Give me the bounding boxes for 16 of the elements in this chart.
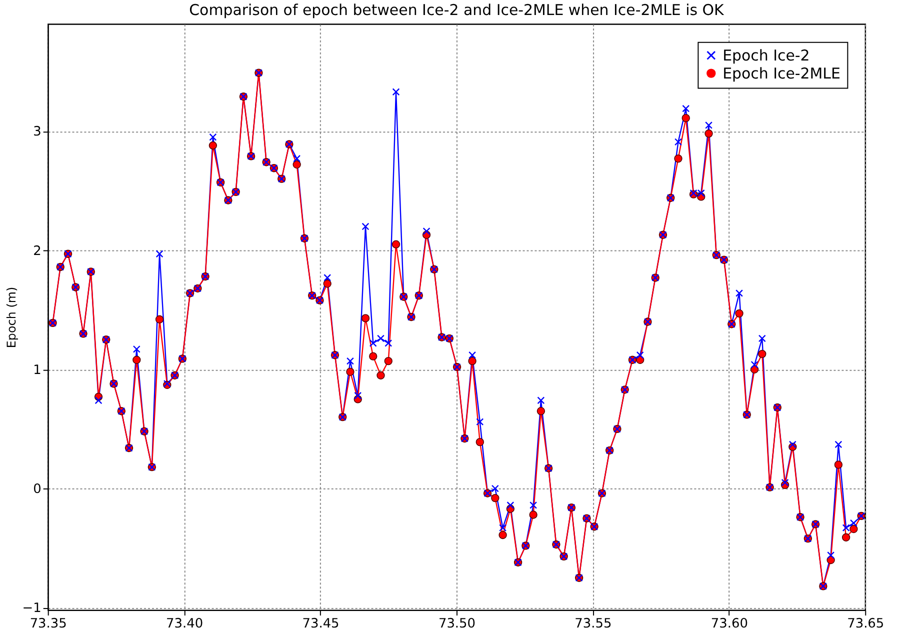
y-tick-label: 0: [33, 482, 42, 498]
x-tick-label: 73.60: [710, 616, 748, 632]
x-tick-label: 73.65: [847, 616, 884, 632]
x-tick-label: 73.40: [166, 616, 204, 632]
y-tick-label: 2: [33, 244, 42, 259]
chart-title: Comparison of epoch between Ice-2 and Ice-2MLE when Ice-2MLE is OK: [189, 1, 726, 20]
y-tick-label: 3: [33, 124, 42, 140]
x-tick-label: 73.35: [30, 616, 67, 632]
y-tick-label: −1: [22, 601, 42, 616]
y-axis-title: Epoch (m): [4, 286, 18, 348]
x-tick-label: 73.55: [574, 616, 612, 632]
legend-label: Epoch Ice-2: [722, 46, 810, 64]
legend-label: Epoch Ice-2MLE: [722, 64, 840, 82]
x-tick-label: 73.45: [302, 616, 340, 632]
y-tick-label: 1: [33, 362, 42, 378]
x-tick-label: 73.50: [438, 616, 476, 632]
